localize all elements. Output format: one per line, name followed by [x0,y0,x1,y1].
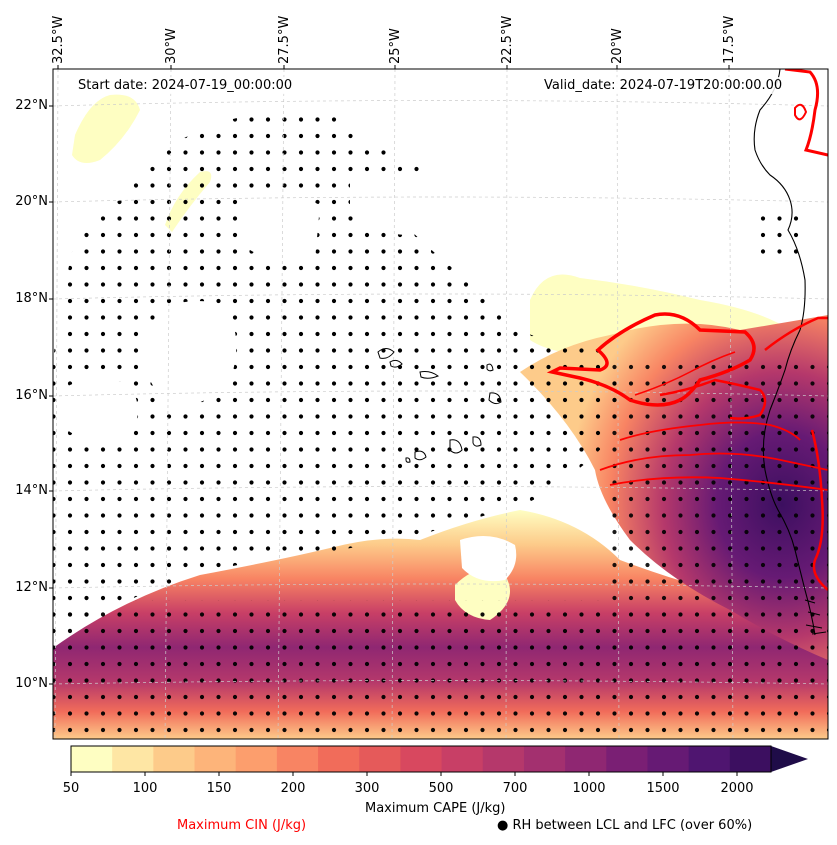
colorbar-tick-label: 100 [132,781,158,796]
colorbar-ticks [70,772,738,776]
rh-stipple-coast-north [752,208,800,258]
colorbar-swatch [276,746,319,772]
colorbar-label: Maximum CAPE (J/kg) [365,801,506,816]
lat-label-20n: 20°N [15,194,48,209]
rh-dot-icon: ● [497,818,509,833]
map-area [53,69,828,739]
lon-ticks [57,65,730,69]
colorbar-tick-label: 1500 [646,781,680,796]
graticule [53,69,828,739]
cin-legend-label: Maximum CIN (J/kg) [177,818,307,833]
colorbar-swatch [359,746,401,772]
lon-label-22-5w: 22.5°W [500,15,515,64]
lon-label-17-5w: 17.5°W [722,15,737,64]
colorbar-border [70,745,772,773]
colorbar-swatch [729,746,772,772]
colorbar-swatch [647,746,690,772]
colorbar-extend-arrow [771,746,808,772]
colorbar-swatch [482,746,525,772]
colorbar-tick-label: 1000 [572,781,606,796]
colorbar-swatch [194,746,237,772]
lat-ticks [49,105,53,685]
colorbar-swatch [565,746,607,772]
cin-contours [546,69,828,591]
colorbar-swatch [318,746,360,772]
rh-legend: ● RH between LCL and LFC (over 60%) [497,818,752,833]
map-border [52,68,829,740]
lat-label-10n: 10°N [15,676,48,691]
african-coastline [753,69,816,636]
rh-stipple-south [53,600,828,739]
colorbar-tick-label: 200 [280,781,306,796]
colorbar-swatch [235,746,278,772]
colorbar-tick-label: 700 [502,781,528,796]
colorbar-tick-label: 150 [206,781,232,796]
colorbar-tick-label: 2000 [720,781,754,796]
lon-label-32-5w: 32.5°W [51,15,66,64]
lat-label-12n: 12°N [15,580,48,595]
lon-label-30w: 30°W [164,28,179,64]
colorbar-swatch [71,746,113,772]
colorbar-swatch [688,746,731,772]
cape-shading-north [72,94,140,164]
colorbar-swatch [153,746,196,772]
colorbar-tick-label: 50 [62,781,80,796]
colorbar-swatch [112,746,154,772]
lon-label-25w: 25°W [388,28,403,64]
lat-label-22n: 22°N [15,98,48,113]
colorbar-swatch [441,746,484,772]
rh-stipple-north [53,112,620,640]
colorbar-tick-label: 300 [354,781,380,796]
lat-label-14n: 14°N [15,483,48,498]
lon-label-20w: 20°W [610,28,625,64]
valid-date-label: Valid_date: 2024-07-19T20:00:00.00 [541,77,786,94]
lon-label-27-5w: 27.5°W [277,15,292,64]
rh-legend-label: RH between LCL and LFC (over 60%) [512,818,753,833]
lat-label-16n: 16°N [15,388,48,403]
colorbar-swatch [523,746,566,772]
lat-label-18n: 18°N [15,291,48,306]
cape-colorbar [71,746,772,772]
colorbar-swatch [400,746,443,772]
cape-verde-islands [377,348,502,463]
start-date-label: Start date: 2024-07-19_00:00:00 [75,77,296,94]
colorbar-tick-label: 500 [428,781,454,796]
colorbar-swatch [606,746,648,772]
rh-stipple-east [610,360,828,600]
